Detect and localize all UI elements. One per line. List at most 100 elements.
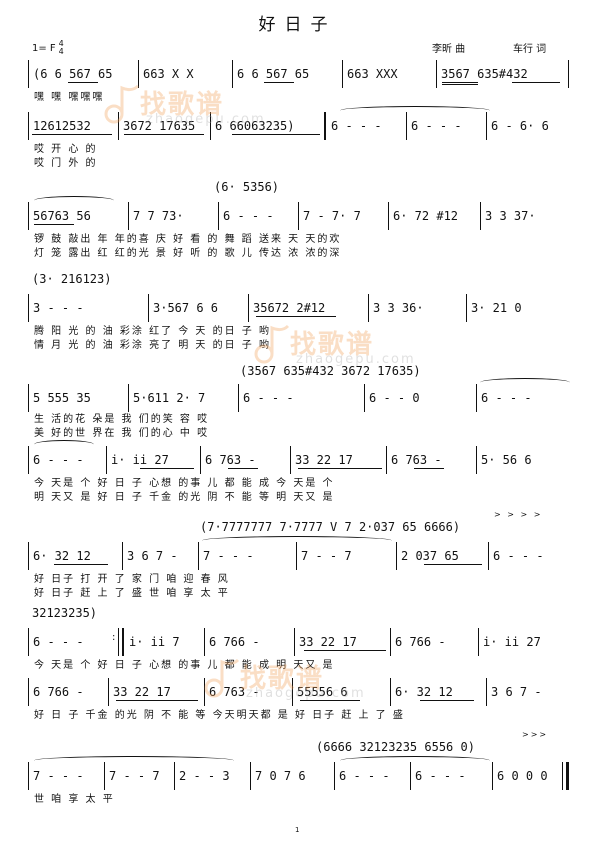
measure: 6 - - - xyxy=(33,635,84,649)
measure: 33 22 17 xyxy=(299,635,357,649)
staff: 3 - - - 3·567 6 6 35672 2#12 3 3 36· 3· … xyxy=(28,294,570,322)
lyric-line-1: 腾 阳 光 的 油 彩涂 红了 今 天 的日 子 哟 xyxy=(34,326,271,337)
measure: 6 - - - xyxy=(411,119,462,133)
staff: 5 555 35 5·611 2· 7 6 - - - 6 - - 0 6 - … xyxy=(28,378,570,412)
staff: 7 - - - 7 - - 7 2 - - 3 7 0 7 6 6 - - - … xyxy=(28,756,570,790)
measure: 33 22 17 xyxy=(113,685,171,699)
measure: 56763 56 xyxy=(33,209,91,223)
measure: 2 - - 3 xyxy=(179,769,230,783)
measure: 7 0 7 6 xyxy=(255,769,306,783)
lyric-line-1: 世 咱 享 太 平 xyxy=(34,794,115,805)
measure: i· ii 7 xyxy=(129,635,180,649)
measure: 3·567 6 6 xyxy=(153,301,219,315)
time-signature: 4 4 xyxy=(59,40,64,56)
song-title: 好日子 xyxy=(258,15,337,35)
cue-notes: (3567 635#432 3672 17635) xyxy=(240,364,421,378)
measure: 6 0 0 0 xyxy=(497,769,548,783)
lyric-line-1: 生 活的花 朵是 我 们的笑 容 哎 xyxy=(34,414,210,425)
measure: 3 6 7 - xyxy=(127,549,178,563)
measure: 6 - - - xyxy=(481,391,532,405)
cue-notes: 32123235) xyxy=(32,606,98,620)
staff: 6 - - - i· ii 27 6 763 - 33 22 17 6 763 … xyxy=(28,440,570,474)
staff: 12612532 3672 17635 6 66063235) 6 - - - … xyxy=(28,106,570,140)
lyric-line-1: 好 日 子 千金 的光 阴 不 能 等 今天明天都 是 好 日子 赶 上 了 盛 xyxy=(34,710,405,721)
lyric-line-2: 好 日子 赶 上 了 盛 世 咱 享 太 平 xyxy=(34,588,230,599)
lyric-line-2: 美 好的世 界在 我 们的心 中 哎 xyxy=(34,428,210,439)
measure: 7 - - 7 xyxy=(109,769,160,783)
composer-credit: 李昕 曲 xyxy=(432,44,466,55)
measure: 6 6 567 65 xyxy=(237,67,310,81)
measure: i· ii 27 xyxy=(483,635,541,649)
measure: 6 - - - xyxy=(331,119,382,133)
measure: 3 6 7 - xyxy=(491,685,542,699)
measure: 6· 32 12 xyxy=(395,685,453,699)
measure: (6 6 567 65 xyxy=(33,67,113,81)
measure: 3672 17635 xyxy=(123,119,196,133)
measure: 7 - 7· 7 xyxy=(303,209,361,223)
measure: 6 - - - xyxy=(339,769,390,783)
measure: 6 - - - xyxy=(33,453,84,467)
measure: 6 - - - xyxy=(493,549,544,563)
staff: 6 766 - 33 22 17 6 763 - 55556 6 6· 32 1… xyxy=(28,678,570,706)
measure: 3 3 37· xyxy=(485,209,536,223)
measure: 5·611 2· 7 xyxy=(133,391,206,405)
measure: 3· 21 0 xyxy=(471,301,522,315)
measure: 6 763 - xyxy=(205,453,256,467)
cue-notes: (3· 216123) xyxy=(32,272,112,286)
key-label: 1= F xyxy=(32,42,56,54)
staff: (6 6 567 65 663 X X 6 6 567 65 663 XXX 3… xyxy=(28,60,570,88)
measure: 7 - - - xyxy=(203,549,254,563)
time-signature-bottom: 4 xyxy=(58,47,64,56)
measure: 6 766 - xyxy=(209,635,260,649)
time-signature-top: 4 xyxy=(58,39,64,48)
staff: 6 - - - : i· ii 7 6 766 - 33 22 17 6 766… xyxy=(28,628,570,656)
measure: 6 - - 0 xyxy=(369,391,420,405)
staff: 56763 56 7 7 73· 6 - - - 7 - 7· 7 6· 72 … xyxy=(28,196,570,230)
lyric-line-2: 哎 门 外 的 xyxy=(34,158,98,169)
measure: 6 763 - xyxy=(209,685,260,699)
measure: 6 - - - xyxy=(223,209,274,223)
measure: 6· 32 12 xyxy=(33,549,91,563)
measure: 7 7 73· xyxy=(133,209,184,223)
accent-marks: >>> xyxy=(522,730,549,739)
measure: 663 X X xyxy=(143,67,194,81)
lyricist-credit: 车行 词 xyxy=(513,44,547,55)
lyric-line-2: 灯 笼 露出 红 红的光 景 好 听 的 歌 儿 传达 浓 浓的深 xyxy=(34,248,342,259)
staff: 6· 32 12 3 6 7 - 7 - - - 7 - - 7 2 037 6… xyxy=(28,536,570,570)
measure: i· ii 27 xyxy=(111,453,169,467)
measure: 7 - - - xyxy=(33,769,84,783)
lyric-line-1: 今 天是 个 好 日 子 心想 的事 儿 都 能 成 今 天是 个 xyxy=(34,478,335,489)
measure: 12612532 xyxy=(33,119,91,133)
lyric-line-2: 明 天又 是 好 日 子 千金 的光 阴 不 能 等 明 天又 是 xyxy=(34,492,335,503)
measure: 2 037 65 xyxy=(401,549,459,563)
measure: 6· 72 #12 xyxy=(393,209,459,223)
measure: 55556 6 xyxy=(297,685,348,699)
measure: 7 - - 7 xyxy=(301,549,352,563)
measure: 5 555 35 xyxy=(33,391,91,405)
cue-notes: (6· 5356) xyxy=(214,180,280,194)
measure: 6 66063235) xyxy=(215,119,295,133)
measure: 3 - - - xyxy=(33,301,84,315)
lyric-line-1: 好 日子 打 开 了 家 门 咱 迎 春 风 xyxy=(34,574,230,585)
measure: 3 3 36· xyxy=(373,301,424,315)
measure: 663 XXX xyxy=(347,67,398,81)
page-number: 1 xyxy=(295,826,300,834)
measure: 6 766 - xyxy=(395,635,446,649)
measure: 33 22 17 xyxy=(295,453,353,467)
accent-marks: > > > > xyxy=(494,510,543,519)
key-signature: 1= F 4 4 xyxy=(32,40,64,56)
lyric-line-1: 锣 鼓 敲出 年 年的喜 庆 好 看 的 舞 蹈 送来 天 天的欢 xyxy=(34,234,342,245)
lyric-line-2: 情 月 光 的 油 彩涂 亮了 明 天 的日 子 哟 xyxy=(34,340,271,351)
lyric-line-1: 嘿 嘿 嘿嘿嘿 xyxy=(34,92,105,103)
lyric-line-1: 哎 开 心 的 xyxy=(34,144,98,155)
measure: 6 - - - xyxy=(415,769,466,783)
measure: 6 - 6· 6 xyxy=(491,119,549,133)
measure: 3567 635#432 xyxy=(441,67,528,81)
measure: 6 763 - xyxy=(391,453,442,467)
measure: 6 766 - xyxy=(33,685,84,699)
measure: 35672 2#12 xyxy=(253,301,326,315)
cue-notes: (6666 32123235 6556 0) xyxy=(316,740,475,754)
measure: 5· 56 6 xyxy=(481,453,532,467)
lyric-line-1: 今 天是 个 好 日 子 心想 的事 儿 都 能 成 明 天又 是 xyxy=(34,660,335,671)
cue-notes: (7·7777777 7·7777 V 7 2·037 65 6666) xyxy=(200,520,461,534)
